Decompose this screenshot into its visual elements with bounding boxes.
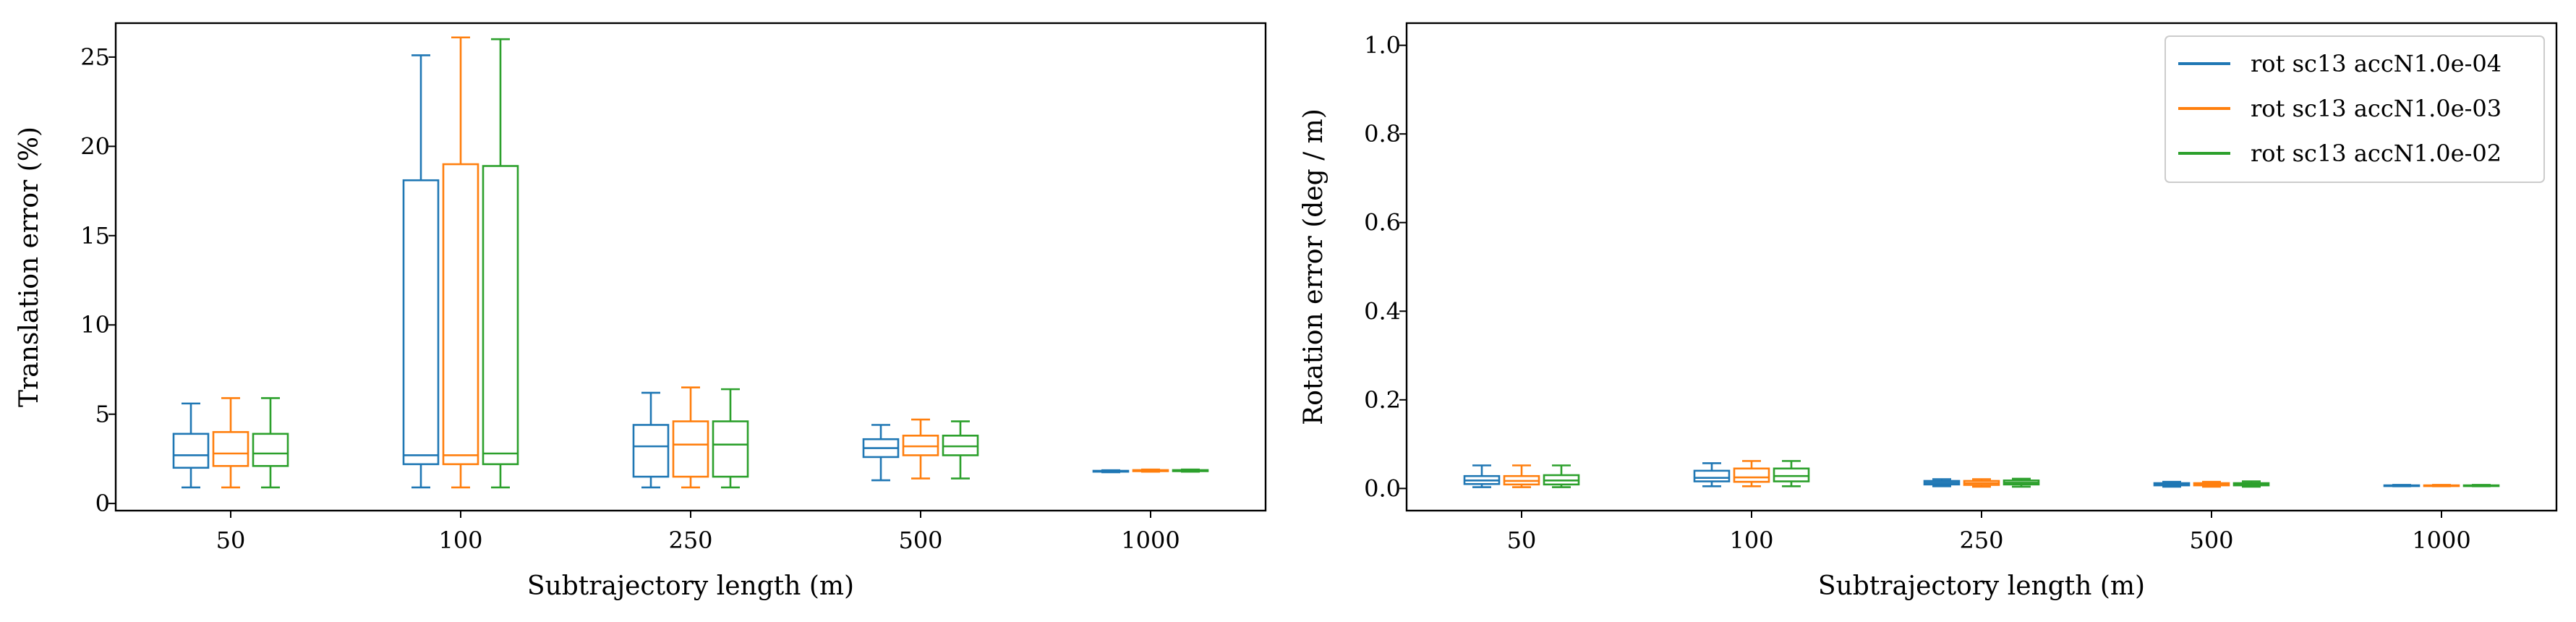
x-tick-label: 50	[216, 527, 246, 554]
box-plot	[902, 418, 939, 480]
y-axis-label: Rotation error (deg / m)	[1299, 108, 1328, 425]
axes-frame	[114, 22, 1267, 512]
y-tick-label: 1.0	[1364, 32, 1401, 59]
box-body	[212, 431, 250, 467]
box-plot	[482, 38, 519, 489]
legend-label: rot sc13 accN1.0e-02	[2251, 140, 2502, 167]
box-plot	[2153, 480, 2191, 488]
y-tick-label: 0.6	[1364, 209, 1401, 237]
y-tick-label: 0.0	[1364, 474, 1401, 502]
y-tick-label: 0	[95, 490, 110, 517]
y-tick-label: 0.8	[1364, 120, 1401, 148]
y-tick-label: 0.2	[1364, 386, 1401, 414]
box-plot	[212, 397, 250, 489]
box-plot	[402, 54, 440, 489]
x-tick-label: 100	[1729, 527, 1773, 554]
box-body	[672, 420, 709, 478]
x-tick-label: 50	[1507, 527, 1537, 554]
box-plot	[712, 388, 749, 489]
box-body	[252, 433, 289, 467]
box-plot	[252, 397, 289, 489]
legend-label: rot sc13 accN1.0e-04	[2251, 50, 2502, 77]
x-tick-label: 1000	[1121, 527, 1180, 554]
x-tick-label: 500	[898, 527, 942, 554]
x-tick-label: 500	[2189, 527, 2233, 554]
x-tick-label: 250	[668, 527, 712, 554]
box-body	[712, 420, 749, 478]
box-plot	[2423, 484, 2460, 487]
box-plot	[942, 420, 979, 480]
box-body	[442, 163, 479, 466]
box-body	[632, 424, 670, 478]
box-plot	[442, 36, 479, 489]
y-tick-label: 5	[95, 401, 110, 428]
y-tick-label: 25	[80, 43, 110, 71]
box-plot	[1503, 464, 1540, 488]
box-plot	[2003, 477, 2040, 488]
box-plot	[172, 402, 210, 489]
box-body	[1773, 467, 1810, 482]
box-plot	[2462, 484, 2500, 487]
box-body	[482, 165, 519, 466]
box-plot	[1923, 478, 1961, 487]
y-tick-label: 10	[80, 311, 110, 338]
y-tick-label: 15	[80, 222, 110, 250]
x-axis-label: Subtrajectory length (m)	[1818, 571, 2145, 601]
legend: rot sc13 accN1.0e-04 rot sc13 accN1.0e-03…	[2165, 35, 2545, 183]
box-plot	[1733, 460, 1770, 487]
x-axis-label: Subtrajectory length (m)	[527, 571, 854, 601]
legend-frame	[2165, 35, 2545, 183]
box-body	[1733, 467, 1770, 483]
box-plot	[1172, 468, 1209, 473]
box-plot	[2232, 480, 2270, 488]
box-plot	[1963, 478, 2000, 488]
box-body	[402, 179, 440, 466]
box-plot	[2193, 480, 2230, 488]
translation-error-panel: 0 5 10 15 20 25 50 100 250 500 1000 Subtrajectory l…	[14, 22, 1267, 601]
box-plot	[632, 391, 670, 489]
box-plot	[1693, 462, 1731, 487]
box-plot	[1543, 464, 1580, 488]
legend-label: rot sc13 accN1.0e-03	[2251, 95, 2502, 122]
box-plot	[672, 386, 709, 489]
y-tick-label: 20	[80, 132, 110, 160]
x-tick-label: 250	[1959, 527, 2003, 554]
y-axis-label: Translation error (%)	[14, 127, 44, 407]
axes-frame	[1405, 22, 2558, 512]
box-plot	[1132, 468, 1169, 473]
rotation-error-panel: 0.0 0.2 0.4 0.6 0.8 1.0 50 100 250 500 1000 Subtraj…	[1299, 22, 2558, 601]
x-tick-label: 100	[438, 527, 482, 554]
box-plot	[2383, 484, 2421, 487]
box-plot	[1773, 460, 1810, 487]
box-body	[172, 433, 210, 469]
y-tick-label: 0.4	[1364, 297, 1401, 325]
box-plot	[862, 424, 900, 482]
box-body	[1693, 469, 1731, 482]
box-plot	[1463, 464, 1501, 488]
x-tick-label: 1000	[2412, 527, 2470, 554]
box-plot	[1092, 469, 1130, 474]
